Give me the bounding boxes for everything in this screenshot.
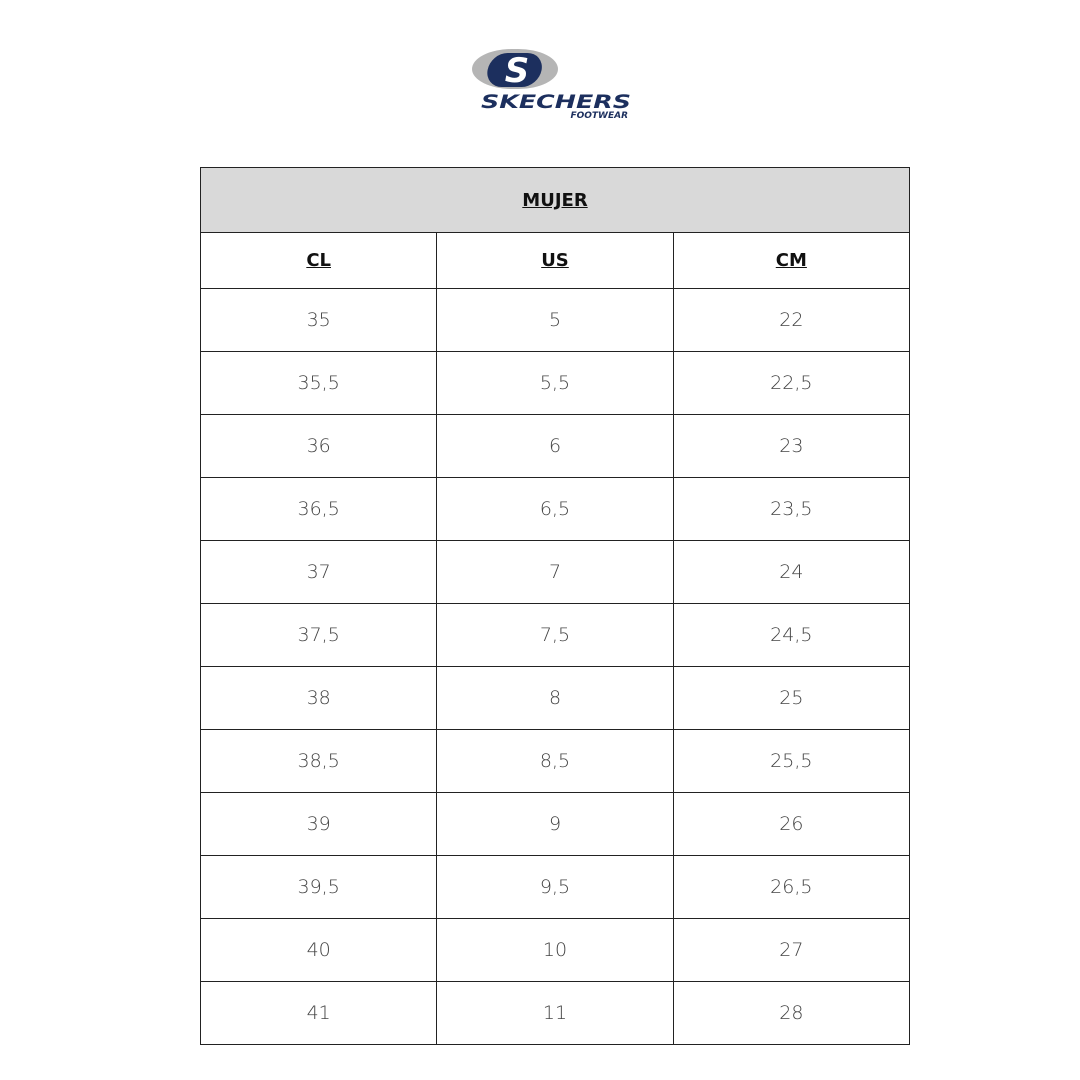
cell-us: 9,5 bbox=[436, 855, 674, 919]
cell-cm: 25,5 bbox=[672, 729, 911, 793]
cell-us: 10 bbox=[436, 918, 674, 982]
table-row: 40 10 27 bbox=[199, 918, 911, 982]
cell-cm: 22,5 bbox=[672, 351, 911, 415]
cell-us: 7 bbox=[436, 540, 674, 604]
table-row: 35 5 22 bbox=[199, 288, 911, 352]
size-chart-table: MUJER CL US CM 35 5 22 35,5 5,5 22,5 36 6 23 36,5 6,… bbox=[199, 167, 911, 1045]
cell-cm: 28 bbox=[672, 981, 911, 1045]
cell-cl: 40 bbox=[199, 918, 438, 982]
cell-us: 8,5 bbox=[436, 729, 674, 793]
cell-us: 6,5 bbox=[436, 477, 674, 541]
cell-cl: 41 bbox=[199, 981, 438, 1045]
cell-cm: 24 bbox=[672, 540, 911, 604]
table-row: 38,5 8,5 25,5 bbox=[199, 729, 911, 793]
cell-cl: 36,5 bbox=[199, 477, 438, 541]
table-row: 36,5 6,5 23,5 bbox=[199, 477, 911, 541]
table-row: 38 8 25 bbox=[199, 666, 911, 730]
cell-cm: 26,5 bbox=[672, 855, 911, 919]
svg-text:FOOTWEAR: FOOTWEAR bbox=[570, 111, 628, 120]
column-header-cm: CM bbox=[672, 232, 911, 289]
cell-us: 11 bbox=[436, 981, 674, 1045]
cell-us: 5 bbox=[436, 288, 674, 352]
cell-us: 7,5 bbox=[436, 603, 674, 667]
table-row: 36 6 23 bbox=[199, 414, 911, 478]
cell-cl: 37,5 bbox=[199, 603, 438, 667]
cell-cl: 36 bbox=[199, 414, 438, 478]
table-row: 37,5 7,5 24,5 bbox=[199, 603, 911, 667]
table-title: MUJER bbox=[200, 167, 910, 233]
column-header-us: US bbox=[436, 232, 674, 289]
cell-cl: 39,5 bbox=[199, 855, 438, 919]
cell-cm: 27 bbox=[672, 918, 911, 982]
cell-cl: 35 bbox=[199, 288, 438, 352]
table-row: 39 9 26 bbox=[199, 792, 911, 856]
table-row: 41 11 28 bbox=[199, 981, 911, 1045]
cell-cm: 25 bbox=[672, 666, 911, 730]
cell-us: 6 bbox=[436, 414, 674, 478]
cell-us: 8 bbox=[436, 666, 674, 730]
cell-cl: 38,5 bbox=[199, 729, 438, 793]
skechers-logo: S SKECHERS FOOTWEAR bbox=[472, 49, 631, 120]
cell-cl: 35,5 bbox=[199, 351, 438, 415]
table-row: 37 7 24 bbox=[199, 540, 911, 604]
cell-cm: 24,5 bbox=[672, 603, 911, 667]
cell-us: 9 bbox=[436, 792, 674, 856]
cell-cm: 26 bbox=[672, 792, 911, 856]
svg-text:S: S bbox=[505, 51, 530, 91]
table-row: 35,5 5,5 22,5 bbox=[199, 351, 911, 415]
svg-text:SKECHERS: SKECHERS bbox=[481, 91, 631, 113]
cell-us: 5,5 bbox=[436, 351, 674, 415]
cell-cm: 22 bbox=[672, 288, 911, 352]
cell-cm: 23 bbox=[672, 414, 911, 478]
cell-cl: 37 bbox=[199, 540, 438, 604]
cell-cl: 39 bbox=[199, 792, 438, 856]
cell-cl: 38 bbox=[199, 666, 438, 730]
cell-cm: 23,5 bbox=[672, 477, 911, 541]
column-header-cl: CL bbox=[199, 232, 438, 289]
table-row: 39,5 9,5 26,5 bbox=[199, 855, 911, 919]
